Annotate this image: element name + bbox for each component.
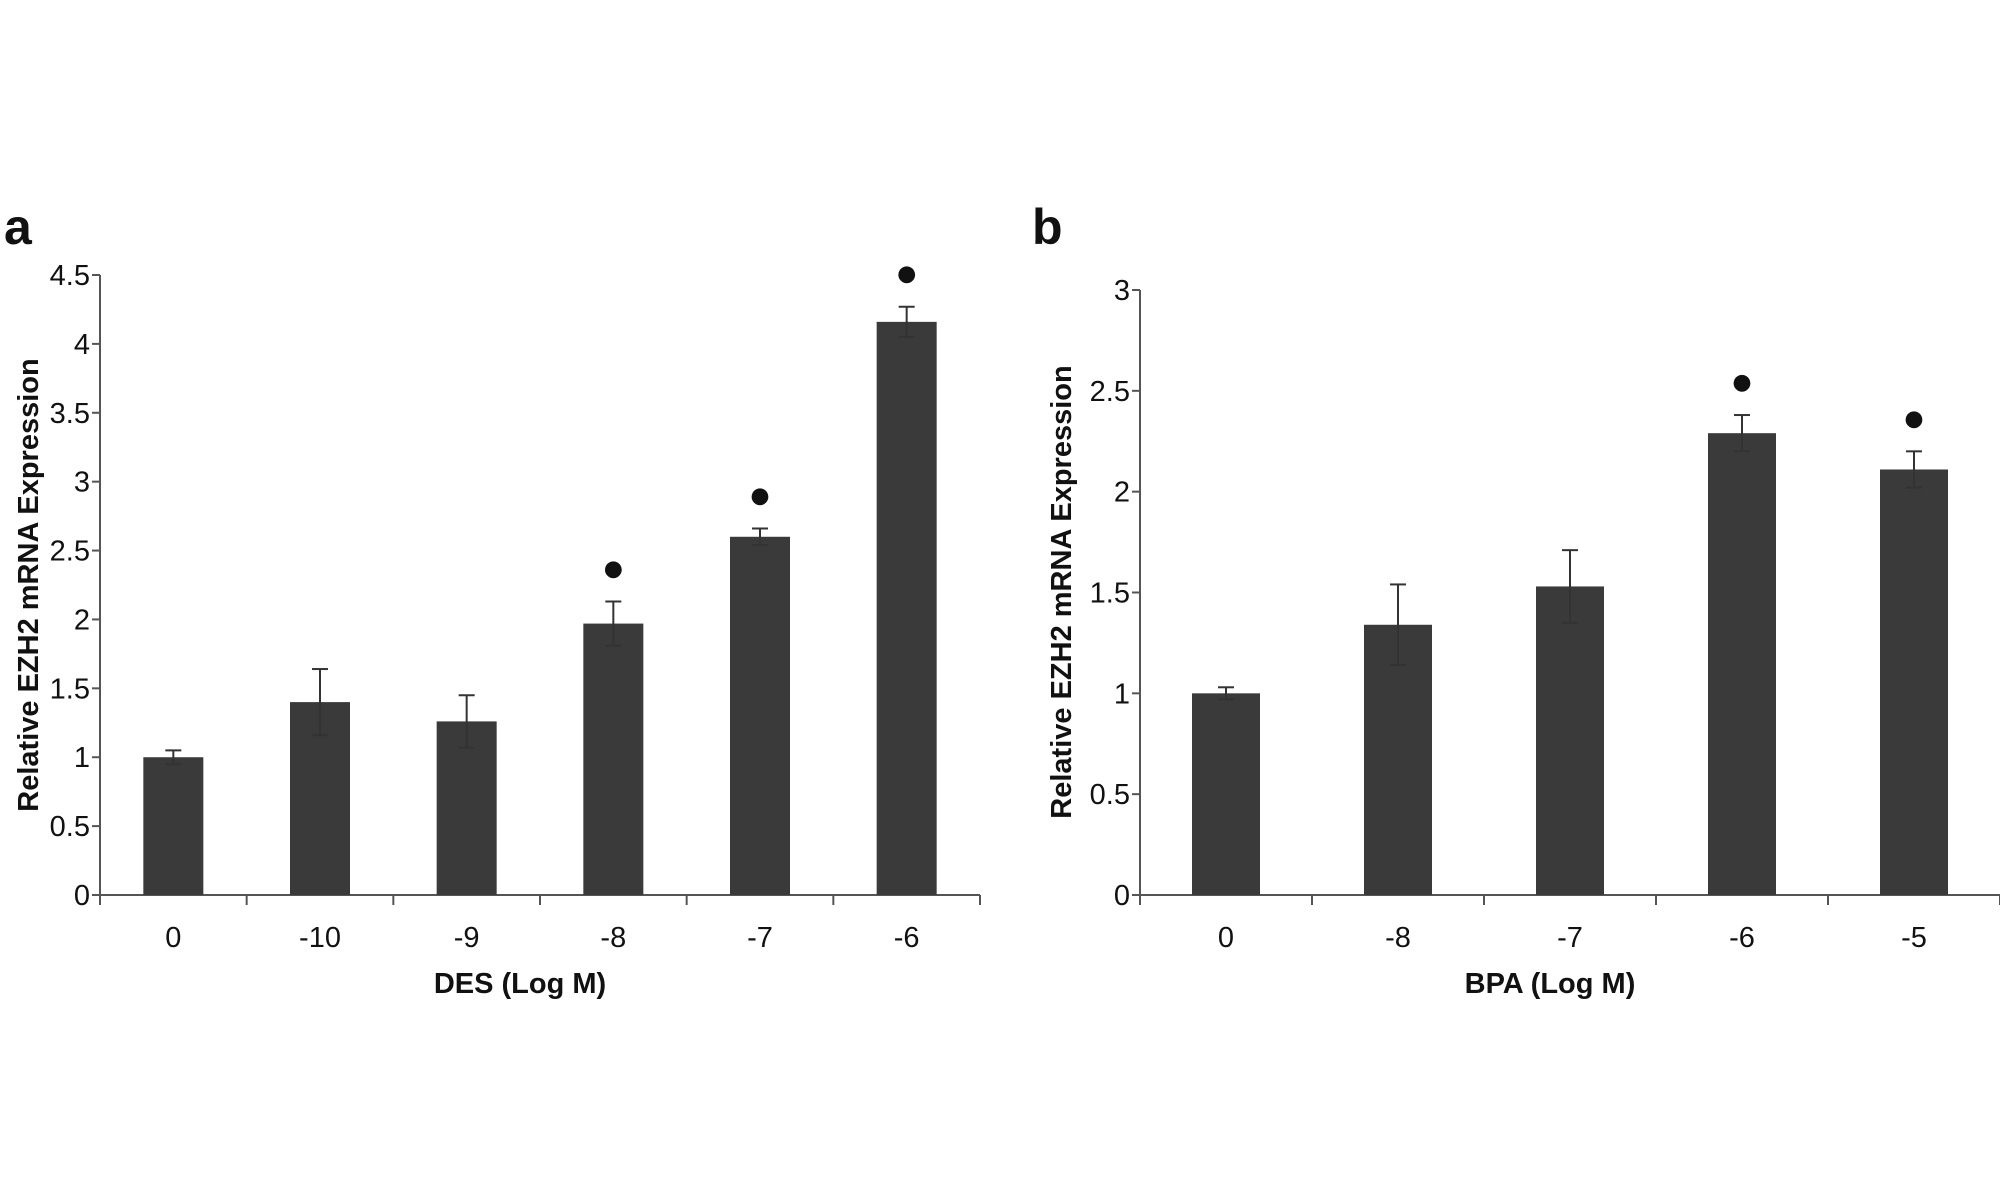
bar	[143, 757, 204, 895]
bar	[1192, 693, 1260, 895]
x-tick-label: -7	[1557, 922, 1583, 954]
bar	[1708, 433, 1776, 895]
x-axis-title: DES (Log M)	[434, 968, 606, 1000]
bar	[436, 721, 497, 895]
bar	[583, 623, 644, 895]
chart-panel-b: b 0 0.5 1 1.5 2 2.5 3 0 -8 -7 ● -6 ● -5 BPA (Log M) Rel…	[1030, 0, 2000, 1200]
y-tick-label: 0	[74, 880, 90, 912]
x-tick-label: 0	[165, 922, 181, 954]
x-tick-label: -6	[894, 922, 920, 954]
panel-label-b: b	[1032, 199, 1063, 255]
x-tick-label: -8	[600, 922, 626, 954]
y-axis-title: Relative EZH2 mRNA Expression	[13, 358, 45, 811]
x-tick-label: -7	[747, 922, 773, 954]
bar-chart-bpa: 0 0.5 1 1.5 2 2.5 3 0 -8 -7 ● -6 ● -5 BPA (Log M) Relat…	[1046, 275, 2000, 1000]
y-tick-label: 2.5	[50, 536, 90, 568]
y-tick-label: 2	[1114, 477, 1130, 509]
y-tick-label: 3	[74, 467, 90, 499]
x-axis-title: BPA (Log M)	[1465, 968, 1636, 1000]
y-tick-label: 2.5	[1090, 376, 1130, 408]
bar	[730, 536, 790, 895]
y-tick-label: 3.5	[50, 398, 90, 430]
y-tick-label: 1.5	[1090, 578, 1130, 610]
significance-marker: ●	[897, 262, 916, 287]
bar	[1880, 469, 1948, 895]
y-tick-label: 1	[74, 742, 90, 774]
y-tick-label: 2	[74, 604, 90, 636]
y-tick-label: 1	[1114, 678, 1130, 710]
y-tick-label: 0	[1114, 880, 1130, 912]
y-tick-label: 4.5	[50, 260, 90, 292]
y-tick-label: 0.5	[1090, 779, 1130, 811]
significance-marker: ●	[1904, 406, 1923, 431]
x-tick-label: -5	[1901, 922, 1927, 954]
panel-label-a: a	[4, 199, 32, 255]
chart-panel-a: a 0 0.5 1 1.5 2 2.5 3 3.5 4 4.5 0 -10 -9 ● -8 ● -7 ● -6 DES…	[4, 199, 981, 1000]
significance-marker: ●	[750, 484, 769, 509]
y-tick-label: 4	[74, 329, 90, 361]
x-tick-label: -8	[1385, 922, 1411, 954]
y-axis-title: Relative EZH2 mRNA Expression	[1046, 365, 1078, 818]
significance-marker: ●	[604, 557, 623, 582]
bar	[1536, 586, 1604, 895]
significance-marker: ●	[1732, 370, 1751, 395]
bar	[876, 321, 937, 895]
y-tick-label: 0.5	[50, 811, 90, 843]
x-tick-label: -6	[1729, 922, 1755, 954]
x-tick-label: 0	[1218, 922, 1234, 954]
bar	[1364, 624, 1432, 895]
y-tick-label: 3	[1114, 275, 1130, 307]
y-tick-label: 1.5	[50, 673, 90, 705]
bar-chart-des: 0 0.5 1 1.5 2 2.5 3 3.5 4 4.5 0 -10 -9 ● -8 ● -7 ● -6 DES (…	[13, 260, 981, 1000]
x-tick-label: -10	[299, 922, 341, 954]
x-tick-label: -9	[454, 922, 480, 954]
